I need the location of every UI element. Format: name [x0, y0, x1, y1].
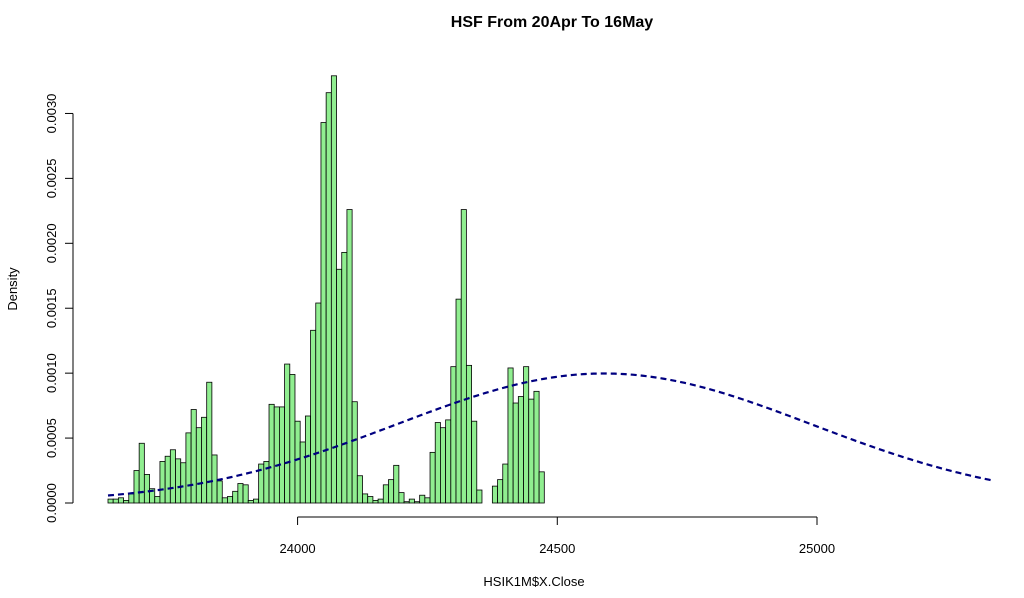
histogram-bar — [356, 475, 363, 504]
histogram-bar — [517, 396, 524, 504]
histogram-bar — [185, 432, 192, 504]
histogram-bar — [367, 496, 374, 504]
histogram-bar — [221, 497, 228, 504]
histogram-bar — [128, 493, 135, 504]
histogram-bar — [434, 422, 441, 504]
histogram-bars — [107, 75, 545, 504]
histogram-bar — [429, 451, 436, 504]
histogram-bar — [149, 488, 156, 504]
histogram-bar — [107, 498, 114, 504]
histogram-bar — [460, 209, 467, 504]
normal-density-curve — [107, 372, 992, 497]
histogram-bar — [507, 367, 514, 504]
histogram-bar — [440, 427, 447, 504]
histogram-bar — [512, 402, 519, 504]
histogram-bar — [398, 492, 405, 504]
histogram-bar — [362, 493, 369, 504]
histogram-bar — [190, 409, 197, 504]
x-axis: 24000 24500 25000 — [280, 516, 835, 556]
histogram-bar — [502, 463, 509, 504]
histogram-bar — [242, 484, 249, 504]
histogram-bar — [419, 494, 426, 504]
histogram-bar — [445, 419, 452, 504]
y-axis: 0.0000 0.0005 0.0010 0.0015 0.0020 0.0025 0.00… — [44, 94, 74, 523]
x-tick-label: 24500 — [539, 541, 575, 556]
histogram-bar — [284, 363, 291, 504]
histogram-bar — [403, 501, 410, 504]
y-tick-label: 0.0020 — [44, 223, 59, 263]
histogram-bar — [206, 381, 213, 504]
histogram-bar — [143, 474, 150, 504]
histogram-bar — [325, 92, 332, 504]
histogram-bar — [154, 496, 161, 504]
histogram-bar — [279, 406, 286, 504]
y-tick-label: 0.0005 — [44, 418, 59, 458]
histogram-bar — [341, 251, 348, 504]
y-tick-label: 0.0025 — [44, 158, 59, 198]
histogram-bar — [528, 398, 535, 504]
x-tick-label: 25000 — [799, 541, 835, 556]
histogram-bar — [388, 479, 395, 504]
histogram-bar — [268, 403, 275, 504]
histogram-bar — [237, 483, 244, 504]
y-tick-label: 0.0000 — [44, 483, 59, 523]
histogram-bar — [523, 366, 530, 504]
histogram-bar — [117, 497, 124, 504]
histogram-bar — [351, 401, 358, 504]
histogram-bar — [175, 458, 182, 504]
histogram-bar — [164, 455, 171, 504]
y-tick-label: 0.0030 — [44, 94, 59, 134]
histogram-bar — [211, 454, 218, 504]
chart-title: HSF From 20Apr To 16May — [451, 14, 654, 31]
histogram-bar — [294, 420, 301, 504]
histogram-bar — [216, 480, 223, 504]
histogram-bar — [133, 470, 140, 504]
histogram-bar — [310, 329, 317, 504]
histogram-bar — [471, 420, 478, 504]
histogram-bar — [195, 427, 202, 504]
histogram-bar — [377, 498, 384, 504]
histogram-bar — [497, 479, 504, 504]
histogram-bar — [393, 464, 400, 504]
histogram-bar — [491, 485, 498, 504]
histogram-bar — [232, 490, 239, 504]
histogram-bar — [538, 471, 545, 504]
histogram-bar — [465, 364, 472, 504]
histogram-bar — [180, 462, 187, 504]
histogram-bar — [450, 366, 457, 504]
histogram-bar — [138, 442, 145, 504]
histogram-bar — [320, 122, 327, 504]
histogram-bar — [424, 497, 431, 504]
y-axis-label: Density — [5, 267, 20, 311]
histogram-bar — [201, 416, 208, 504]
histogram-bar — [414, 501, 421, 504]
histogram-bar — [336, 268, 343, 504]
histogram-bar — [253, 498, 260, 504]
histogram-bar — [123, 499, 130, 504]
histogram-bar — [408, 498, 415, 504]
x-axis-label: HSIK1M$X.Close — [483, 574, 584, 589]
x-tick-label: 24000 — [280, 541, 316, 556]
histogram-bar — [227, 496, 234, 504]
histogram-bar — [372, 499, 379, 504]
histogram-bar — [304, 415, 311, 504]
y-tick-label: 0.0015 — [44, 288, 59, 328]
histogram-bar — [299, 441, 306, 504]
histogram-bar — [533, 390, 540, 504]
y-tick-label: 0.0010 — [44, 353, 59, 393]
histogram-bar — [273, 406, 280, 504]
histogram-bar — [247, 499, 254, 504]
histogram-bar — [346, 209, 353, 504]
histogram-bar — [330, 75, 337, 504]
histogram-bar — [159, 461, 166, 504]
histogram-bar — [382, 484, 389, 504]
histogram-bar — [112, 498, 119, 504]
histogram-bar — [289, 374, 296, 504]
histogram-bar — [169, 449, 176, 504]
histogram-bar — [315, 302, 322, 504]
histogram-bar — [476, 489, 483, 504]
